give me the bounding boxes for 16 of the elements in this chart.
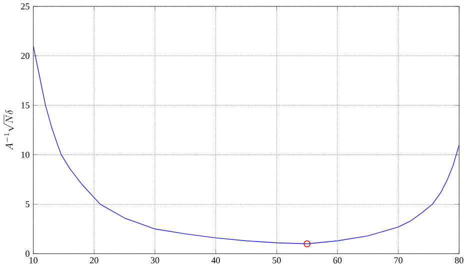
y-tick-label: 25 [21, 4, 30, 10]
line-series [33, 46, 460, 244]
y-tick-label: 20 [21, 52, 30, 60]
x-tick-label: 70 [394, 257, 402, 264]
y-tick-label: 5 [26, 201, 30, 208]
x-tick-label: 80 [454, 257, 464, 264]
x-tick-label: 50 [272, 257, 281, 264]
y-axis-title: $A^{-1}\sqrt{N}\delta$ [4, 110, 14, 150]
x-tick-label: 30 [150, 257, 160, 264]
y-tick-label: 0 [26, 250, 30, 257]
x-tick-label: 60 [333, 257, 342, 264]
x-tick-label: 20 [90, 257, 98, 264]
x-tick-label: 40 [211, 257, 220, 264]
x-tick-label: 10 [30, 257, 38, 264]
y-tick-label: 10 [21, 152, 30, 158]
y-tick-label: 15 [21, 102, 30, 108]
